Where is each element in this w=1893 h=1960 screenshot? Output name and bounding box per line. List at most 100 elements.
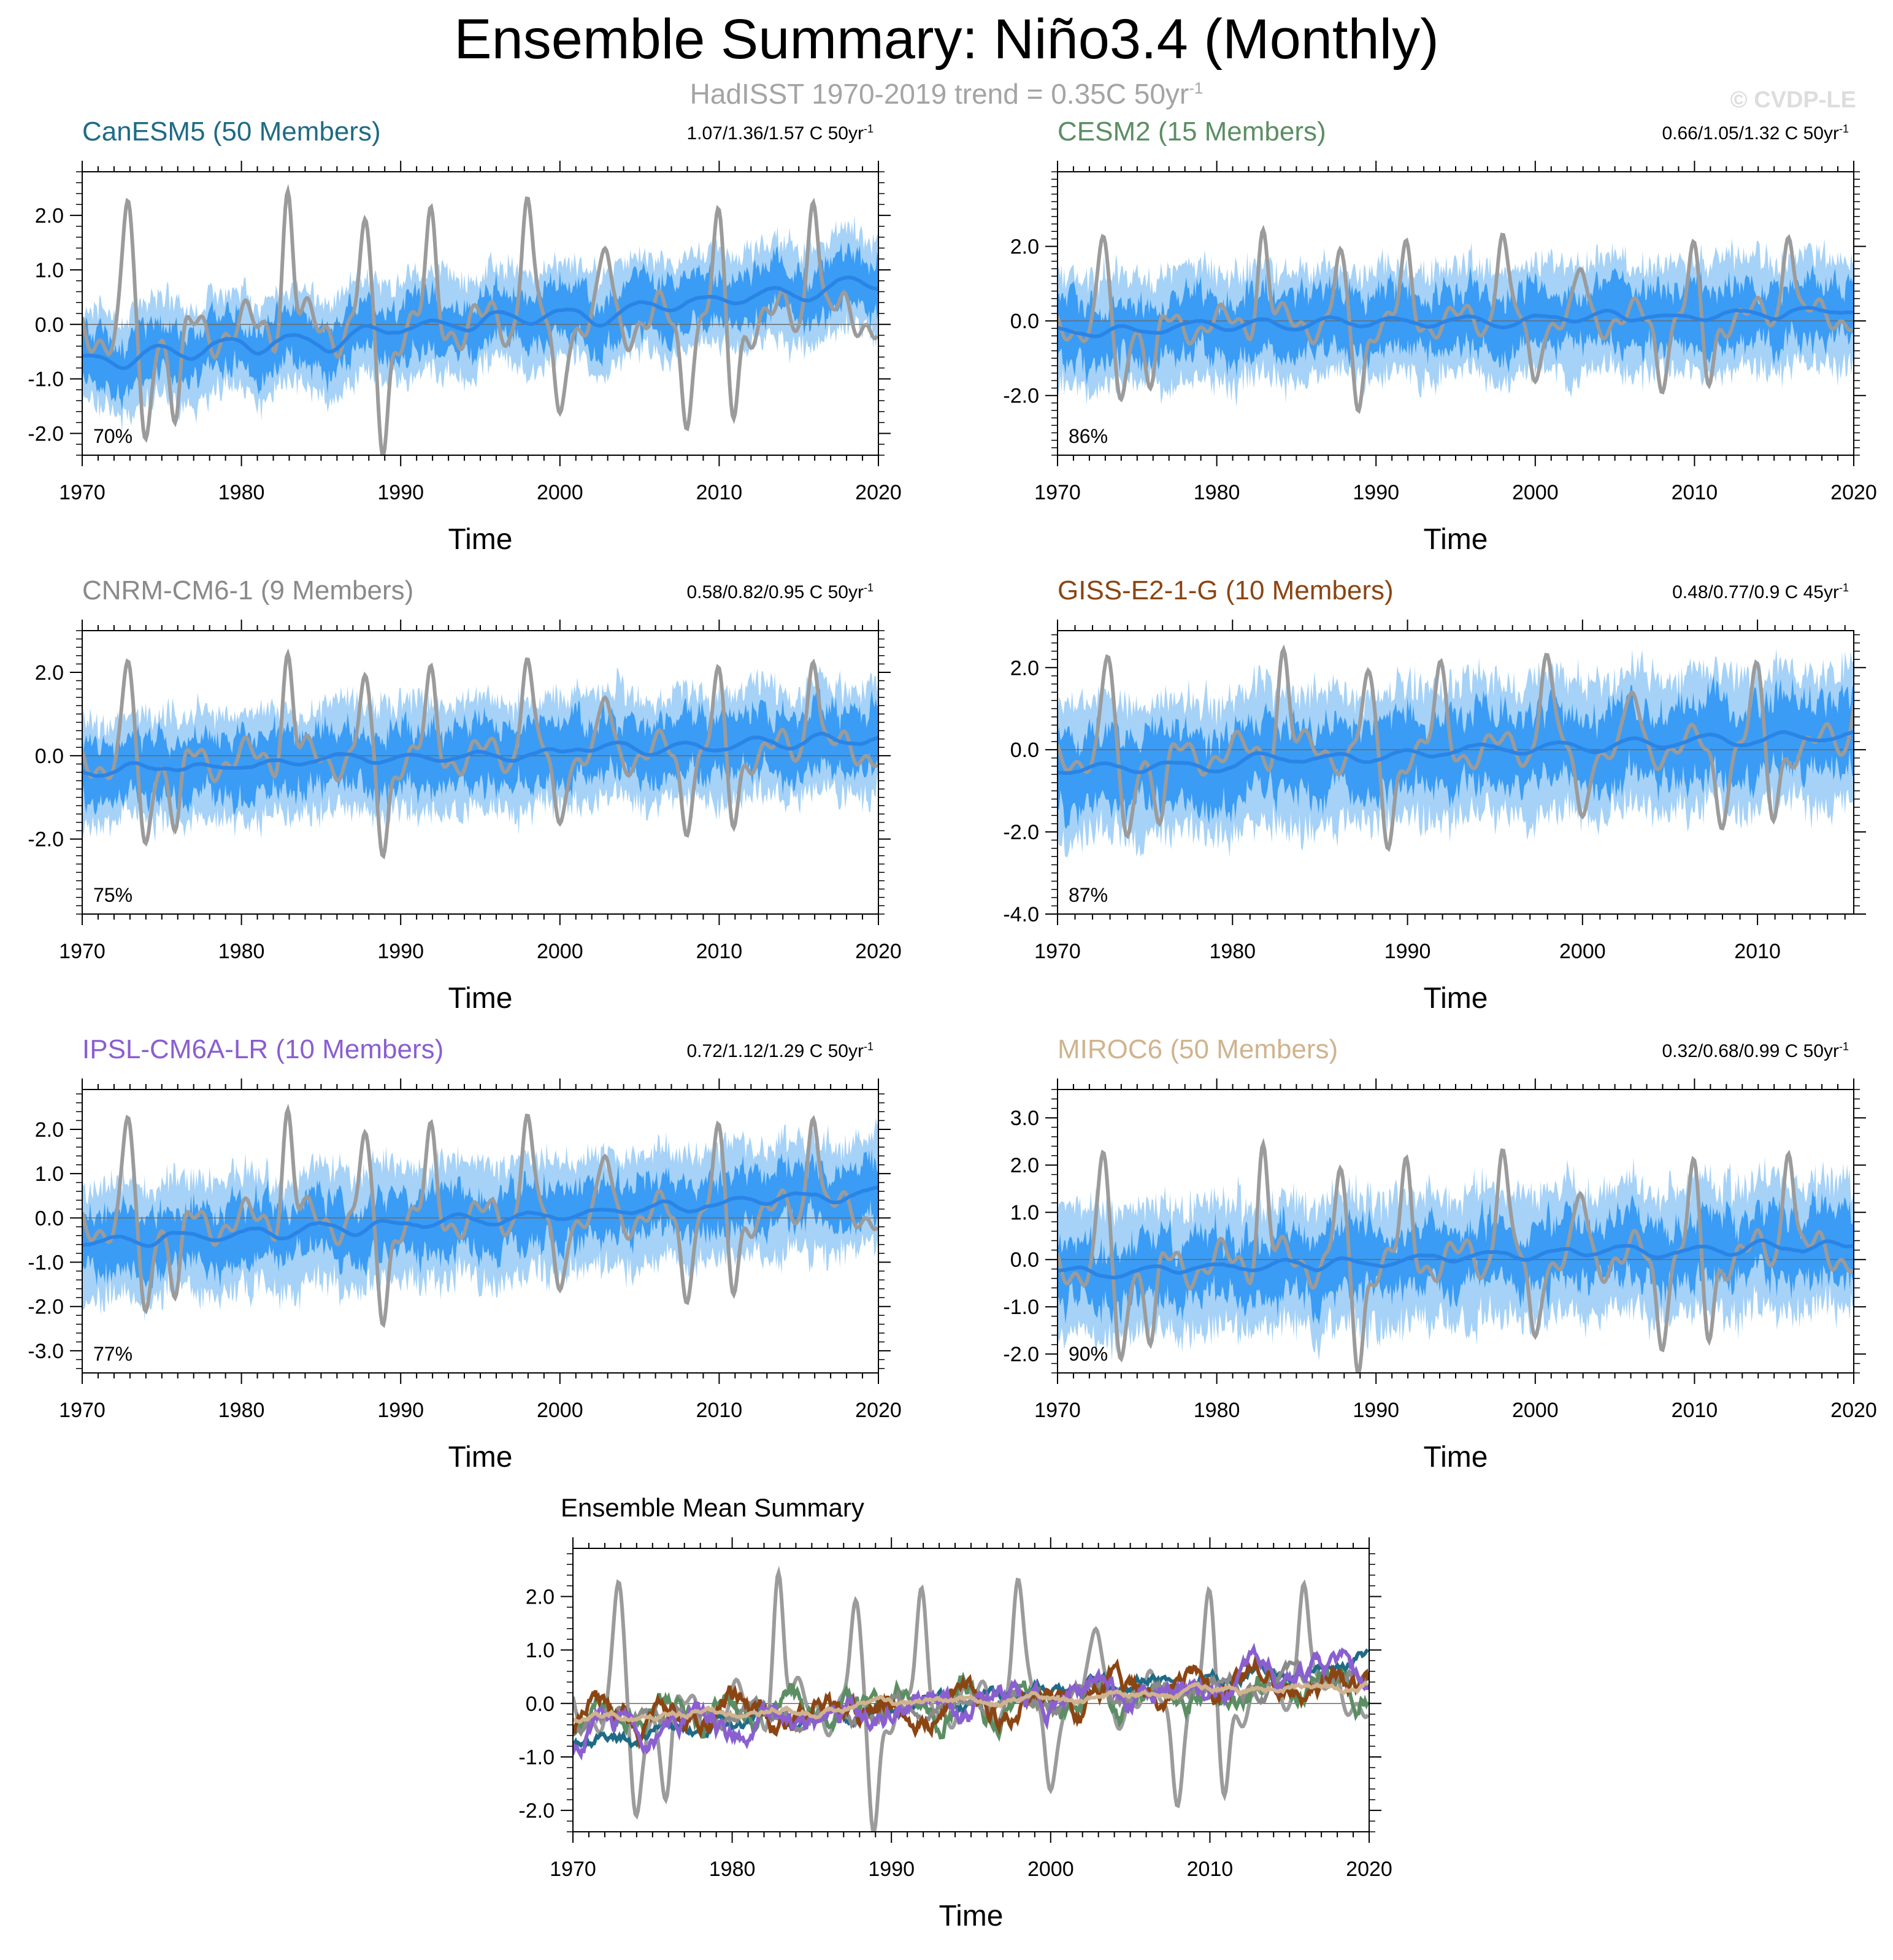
y-tick-label: -2.0 bbox=[1003, 1343, 1039, 1366]
x-tick-label: 1980 bbox=[218, 940, 265, 963]
x-tick-label: 1980 bbox=[218, 1399, 265, 1422]
y-tick-label: 2.0 bbox=[1010, 236, 1039, 259]
trend-stats-text: 0.66/1.05/1.32 C 50yr bbox=[1662, 123, 1839, 144]
x-tick-label: 2000 bbox=[1512, 481, 1559, 504]
x-tick-label: 2010 bbox=[1672, 481, 1718, 504]
x-tick-label: 1990 bbox=[377, 940, 424, 963]
chart-svg: 70% 1970 1980 1990 2000 2010 2020 2.0 1.0 0.0 -1.0… bbox=[28, 161, 902, 504]
percent-label: 75% bbox=[93, 884, 132, 906]
x-tick-label: 1970 bbox=[1034, 940, 1081, 963]
x-tick-label: 2010 bbox=[1734, 940, 1781, 963]
x-tick-label: 2020 bbox=[1346, 1858, 1392, 1881]
trend-stats: 0.32/0.68/0.99 C 50yr-1 bbox=[1662, 1040, 1849, 1062]
x-tick-label: 2020 bbox=[1830, 1399, 1877, 1422]
x-tick-label: 2020 bbox=[855, 940, 902, 963]
x-tick-label: 1980 bbox=[1209, 940, 1256, 963]
y-tick-label: 0.0 bbox=[1010, 1248, 1039, 1272]
chart-title: GISS-E2-1-G (10 Members) bbox=[1058, 575, 1394, 605]
percent-label: 87% bbox=[1069, 884, 1108, 906]
trend-stats: 0.58/0.82/0.95 C 50yr-1 bbox=[686, 582, 874, 603]
y-tick-label: 0.0 bbox=[1010, 310, 1039, 333]
y-tick-label: 2.0 bbox=[526, 1585, 555, 1608]
y-tick-label: -2.0 bbox=[1003, 821, 1039, 844]
observed-series-line bbox=[1058, 225, 1854, 414]
x-tick-label: 1970 bbox=[1034, 481, 1081, 504]
x-axis-label: Time bbox=[1423, 982, 1488, 1015]
chart-svg: 77% 1970 1980 1990 2000 2010 2020 2.0 1.0 0.0 -1.0… bbox=[28, 1078, 902, 1422]
trend-stats-text: 0.32/0.68/0.99 C 50yr bbox=[1662, 1041, 1839, 1061]
observed-series-line bbox=[82, 1104, 878, 1328]
y-tick-label: 1.0 bbox=[526, 1639, 555, 1662]
series-line-ipsl-cm6a-lr bbox=[573, 1642, 1369, 1761]
subtitle-text: HadISST 1970-2019 trend = 0.35C 50yr bbox=[689, 78, 1189, 110]
y-tick-label: 0.0 bbox=[35, 1207, 64, 1230]
chart-title: CESM2 (15 Members) bbox=[1058, 117, 1326, 147]
chart-title: Ensemble Mean Summary bbox=[561, 1493, 864, 1522]
trend-stats-text: 0.58/0.82/0.95 C 50yr bbox=[686, 582, 864, 602]
ensemble-mean-line bbox=[82, 1185, 878, 1248]
trend-stats-exponent: -1 bbox=[863, 123, 874, 135]
x-tick-label: 2000 bbox=[537, 1399, 583, 1422]
trend-stats-exponent: -1 bbox=[863, 582, 874, 594]
x-tick-label: 2000 bbox=[537, 481, 583, 504]
y-tick-label: -3.0 bbox=[28, 1340, 64, 1363]
y-tick-label: 0.0 bbox=[35, 745, 64, 768]
x-tick-label: 2000 bbox=[1559, 940, 1606, 963]
y-tick-label: -1.0 bbox=[1003, 1296, 1039, 1319]
observed-series-line bbox=[1058, 644, 1854, 852]
chart-svg: 90% 1970 1980 1990 2000 2010 2020 3.0 2.0 1.0 0.0 -… bbox=[1003, 1078, 1877, 1422]
y-tick-label: 0.0 bbox=[526, 1693, 555, 1716]
x-axis-label: Time bbox=[448, 982, 513, 1015]
percent-label: 77% bbox=[93, 1343, 132, 1365]
trend-stats-exponent: -1 bbox=[863, 1040, 874, 1053]
chart-title: CanESM5 (50 Members) bbox=[82, 117, 381, 147]
chart-panel-2: CNRM-CM6-1 (9 Members) 0.58/0.82/0.95 C 5… bbox=[18, 575, 901, 1023]
x-tick-label: 1990 bbox=[377, 481, 424, 504]
y-tick-label: 2.0 bbox=[35, 204, 64, 228]
percent-label: 70% bbox=[93, 425, 132, 447]
trend-stats: 1.07/1.36/1.57 C 50yr-1 bbox=[686, 123, 874, 144]
x-tick-label: 2000 bbox=[1027, 1858, 1074, 1881]
x-tick-label: 1980 bbox=[218, 481, 265, 504]
y-tick-label: -2.0 bbox=[28, 1296, 64, 1319]
chart-panel-0: CanESM5 (50 Members) 1.07/1.36/1.57 C 50y… bbox=[18, 117, 902, 564]
plot-area bbox=[1058, 1137, 1854, 1373]
ensemble-inner-band bbox=[1058, 264, 1854, 385]
y-tick-label: -2.0 bbox=[1003, 385, 1039, 408]
x-tick-label: 1990 bbox=[1353, 481, 1399, 504]
plot-area bbox=[82, 183, 878, 455]
ensemble-mean-line bbox=[82, 275, 878, 371]
x-tick-label: 1970 bbox=[1034, 1399, 1081, 1422]
chart-svg: 86% 1970 1980 1990 2000 2010 2020 2.0 0.0 -2.0 bbox=[1003, 161, 1877, 504]
x-tick-label: 2010 bbox=[1672, 1399, 1718, 1422]
chart-svg: 1970 1980 1990 2000 2010 2020 2.0 1.0 0.0 -1.0 -2.… bbox=[518, 1537, 1392, 1881]
ensemble-mean-line bbox=[1058, 730, 1854, 775]
chart-panel-4: IPSL-CM6A-LR (10 Members) 0.72/1.12/1.29 … bbox=[18, 1034, 902, 1482]
x-tick-label: 2020 bbox=[855, 481, 902, 504]
observed-series-line bbox=[1058, 1137, 1854, 1373]
trend-stats-text: 0.48/0.77/0.9 C 45yr bbox=[1672, 582, 1839, 602]
trend-stats: 0.66/1.05/1.32 C 50yr-1 bbox=[1662, 123, 1849, 144]
y-tick-label: -1.0 bbox=[518, 1746, 555, 1769]
x-tick-label: 1990 bbox=[868, 1858, 915, 1881]
y-tick-label: -2.0 bbox=[28, 422, 64, 445]
y-tick-label: 0.0 bbox=[35, 313, 64, 337]
x-axis-label: Time bbox=[939, 1900, 1004, 1932]
series-line-giss-e2-1-g bbox=[573, 1655, 1369, 1750]
trend-stats: 0.72/1.12/1.29 C 50yr-1 bbox=[686, 1040, 874, 1062]
y-tick-label: 3.0 bbox=[1010, 1107, 1039, 1130]
y-tick-label: 1.0 bbox=[1010, 1201, 1039, 1224]
x-tick-label: 2010 bbox=[696, 481, 743, 504]
trend-stats-exponent: -1 bbox=[1838, 582, 1849, 594]
copyright-notice: © CVDP-LE bbox=[1730, 87, 1856, 113]
y-tick-label: 1.0 bbox=[35, 259, 64, 282]
ensemble-inner-band bbox=[1058, 1189, 1854, 1325]
x-tick-label: 2010 bbox=[696, 940, 743, 963]
y-tick-label: 2.0 bbox=[35, 1118, 64, 1142]
x-axis-label: Time bbox=[448, 523, 513, 556]
ensemble-mean-line bbox=[82, 731, 878, 778]
x-tick-label: 1990 bbox=[377, 1399, 424, 1422]
x-tick-label: 2000 bbox=[537, 940, 583, 963]
percent-label: 90% bbox=[1069, 1343, 1108, 1365]
x-axis-label: Time bbox=[1423, 523, 1488, 556]
